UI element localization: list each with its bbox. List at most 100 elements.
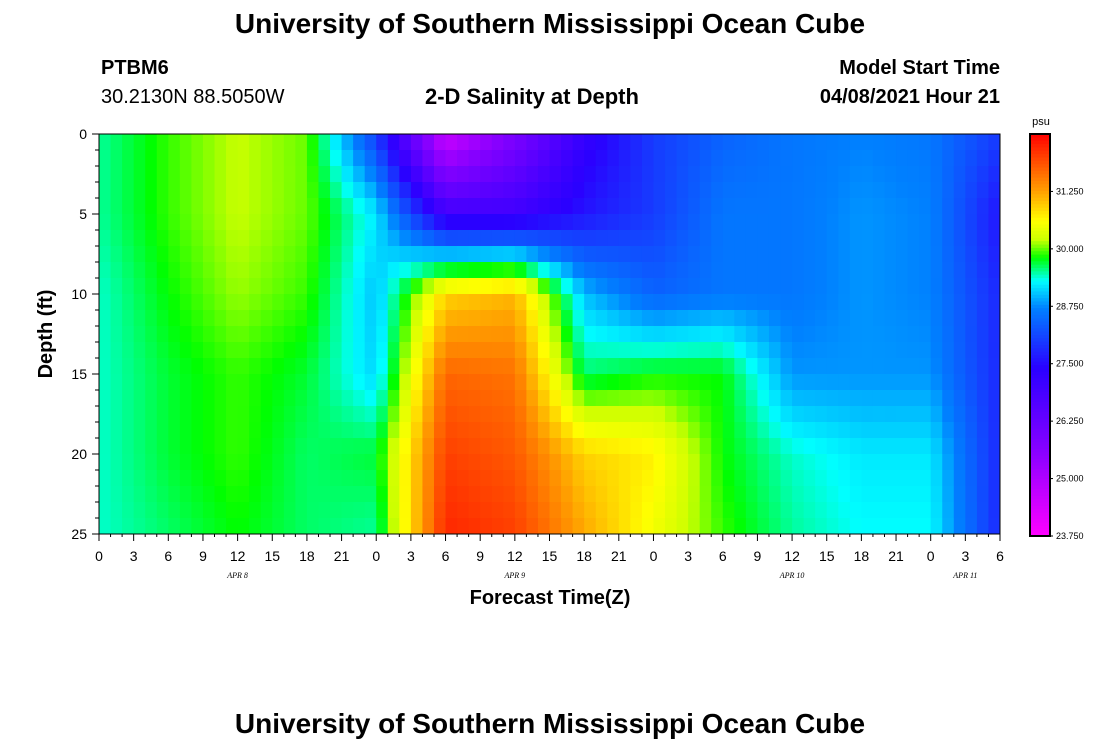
heatmap-cell (884, 134, 897, 151)
heatmap-cell (734, 198, 747, 215)
heatmap-cell (630, 198, 643, 215)
heatmap-cell (376, 326, 389, 343)
heatmap-cell (549, 486, 562, 503)
heatmap-cell (226, 310, 239, 327)
heatmap-cell (468, 214, 481, 231)
heatmap-cell (653, 278, 666, 295)
heatmap-cell (688, 518, 701, 534)
heatmap-cell (838, 358, 851, 375)
heatmap-cell (168, 470, 181, 487)
heatmap-cell (122, 294, 135, 311)
heatmap-cell (861, 134, 874, 151)
heatmap-cell (838, 230, 851, 247)
heatmap-cell (191, 358, 204, 375)
heatmap-cell (641, 358, 655, 375)
heatmap-cell (618, 278, 631, 295)
heatmap-cell (191, 342, 204, 359)
heatmap-cell (549, 150, 562, 167)
heatmap-cell (976, 358, 990, 375)
heatmap-cell (468, 294, 481, 311)
x-date-label: APR 11 (952, 571, 977, 580)
heatmap-cell (849, 246, 862, 263)
heatmap-cell (387, 294, 400, 311)
heatmap-cell (965, 342, 978, 359)
heatmap-cell (341, 422, 354, 439)
heatmap-cell (214, 470, 227, 487)
heatmap-cell (584, 150, 597, 167)
heatmap-cell (353, 182, 366, 199)
heatmap-cell (595, 278, 608, 295)
heatmap-cell (942, 182, 955, 199)
heatmap-cell (803, 262, 816, 279)
heatmap-cell (919, 438, 932, 455)
heatmap-cell (803, 214, 816, 231)
heatmap-cell (907, 438, 920, 455)
colorbar-segment (1030, 458, 1050, 463)
heatmap-cell (734, 134, 747, 151)
heatmap-cell (688, 406, 701, 423)
heatmap-cell (514, 182, 527, 199)
heatmap-cell (318, 390, 331, 407)
heatmap-cell (491, 390, 504, 407)
heatmap-cell (376, 454, 389, 471)
heatmap-cell (561, 214, 574, 231)
heatmap-cell (249, 342, 262, 359)
heatmap-cell (145, 294, 158, 311)
heatmap-cell (422, 518, 435, 534)
heatmap-cell (722, 470, 735, 487)
heatmap-cell (457, 214, 470, 231)
heatmap-cell (757, 198, 770, 215)
chart-title: 2-D Salinity at Depth (425, 84, 639, 109)
heatmap-cell (110, 198, 123, 215)
heatmap-cell (168, 358, 181, 375)
heatmap-cell (688, 150, 701, 167)
heatmap-cell (942, 326, 955, 343)
heatmap-cell (803, 358, 816, 375)
colorbar-segment (1030, 294, 1050, 299)
heatmap-cell (745, 502, 759, 519)
heatmap-cell (641, 438, 655, 455)
heatmap-cell (295, 470, 308, 487)
heatmap-cell (826, 406, 839, 423)
heatmap-cell (237, 246, 250, 263)
heatmap-cell (630, 182, 643, 199)
heatmap-cell (226, 230, 239, 247)
heatmap-cell (214, 390, 227, 407)
heatmap-cell (734, 518, 747, 534)
heatmap-cell (468, 358, 481, 375)
heatmap-cell (526, 198, 539, 215)
heatmap-cell (514, 230, 527, 247)
heatmap-cell (849, 374, 862, 391)
colorbar-segment (1030, 348, 1050, 353)
heatmap-cell (780, 422, 793, 439)
heatmap-cell (768, 134, 782, 151)
heatmap-cell (514, 150, 527, 167)
heatmap-cell (364, 230, 377, 247)
x-tick-label: 15 (542, 548, 558, 564)
heatmap-cell (976, 374, 990, 391)
heatmap-cell (561, 326, 574, 343)
heatmap-cell (872, 278, 886, 295)
heatmap-cell (665, 326, 678, 343)
colorbar-segment (1030, 522, 1050, 527)
heatmap-cell (330, 326, 343, 343)
heatmap-cell (168, 310, 181, 327)
heatmap-cell (133, 214, 146, 231)
x-tick-label: 15 (264, 548, 280, 564)
heatmap-cell (884, 390, 897, 407)
heatmap-cell (283, 262, 296, 279)
heatmap-cell (722, 454, 735, 471)
heatmap-cell (514, 454, 527, 471)
heatmap-cell (422, 358, 435, 375)
heatmap-cell (306, 278, 320, 295)
heatmap-cell (433, 342, 447, 359)
heatmap-cell (457, 454, 470, 471)
heatmap-cell (699, 294, 712, 311)
heatmap-cell (653, 294, 666, 311)
heatmap-cell (618, 422, 631, 439)
heatmap-cell (318, 310, 331, 327)
heatmap-cell (965, 278, 978, 295)
heatmap-cell (156, 198, 169, 215)
heatmap-cell (330, 134, 343, 151)
heatmap-cell (699, 166, 712, 183)
